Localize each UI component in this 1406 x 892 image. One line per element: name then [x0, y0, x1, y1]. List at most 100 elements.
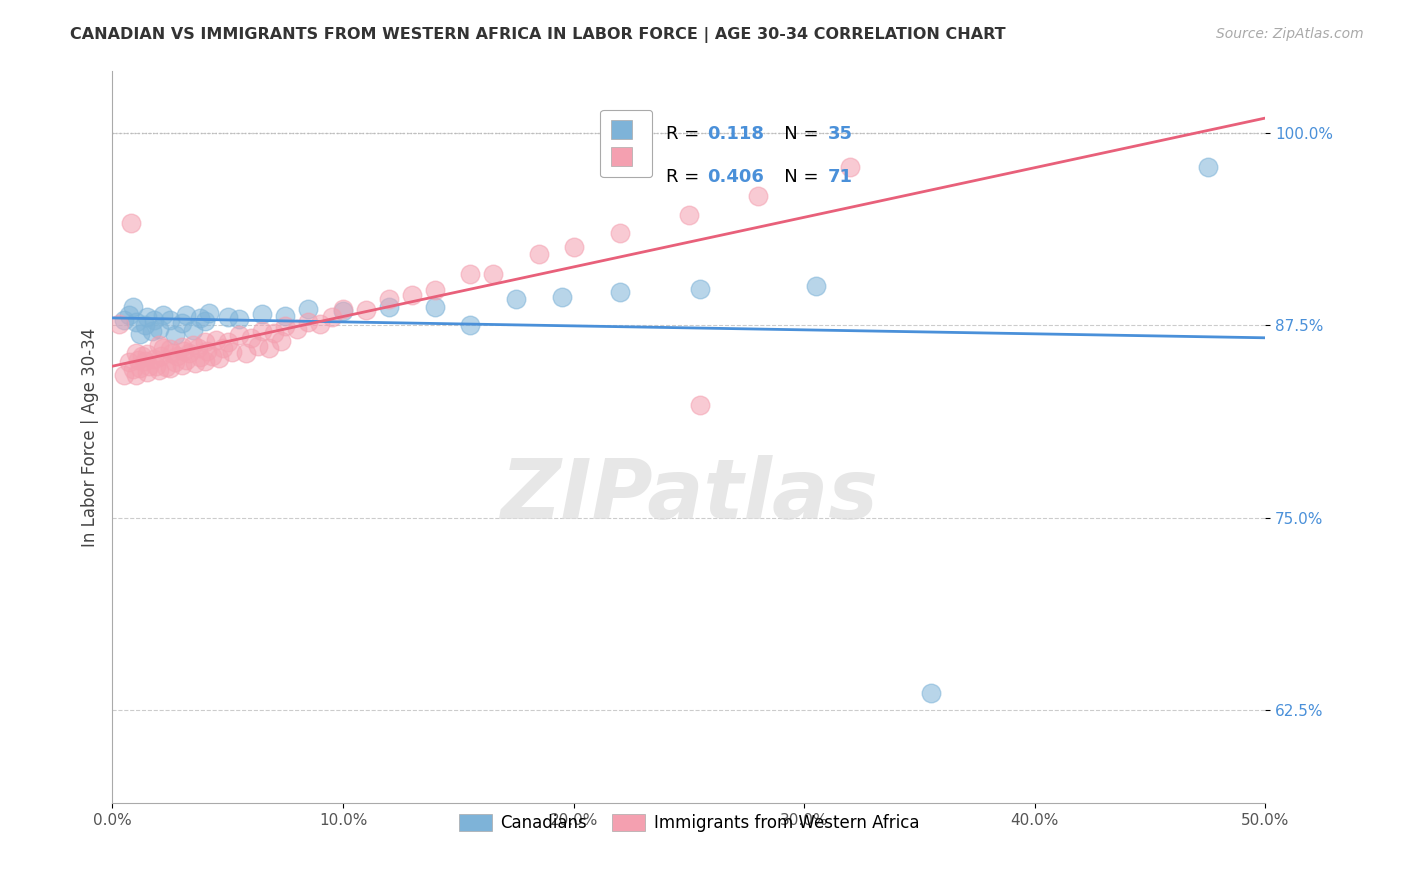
Point [124, 368, 146, 382]
Point [1197, 161, 1219, 175]
Point [205, 333, 228, 347]
Point [149, 349, 172, 363]
Point [134, 318, 156, 332]
Point [136, 347, 159, 361]
Point [689, 281, 711, 295]
Point [152, 341, 174, 355]
Text: R =: R = [666, 125, 704, 143]
Point [212, 341, 235, 355]
Point [162, 346, 184, 360]
Point [285, 321, 308, 335]
Text: N =: N = [768, 169, 824, 186]
Point [120, 216, 142, 230]
Point [274, 309, 297, 323]
Point [263, 326, 285, 340]
Point [108, 317, 131, 331]
Point [134, 353, 156, 368]
Text: 71: 71 [828, 169, 853, 186]
Point [127, 353, 149, 368]
Point [184, 356, 207, 370]
Point [378, 300, 401, 314]
Point [143, 312, 166, 326]
Point [117, 355, 139, 369]
Point [122, 362, 145, 376]
Point [609, 285, 631, 299]
Point [678, 208, 700, 222]
Point [170, 359, 193, 373]
Text: ZIPatlas: ZIPatlas [501, 455, 877, 536]
Point [221, 345, 243, 359]
Point [177, 346, 200, 360]
Point [173, 344, 195, 359]
Point [129, 327, 152, 342]
Point [148, 363, 170, 377]
Point [354, 303, 377, 318]
Point [163, 328, 186, 343]
Point [143, 351, 166, 366]
Point [309, 317, 332, 331]
Text: 0.406: 0.406 [707, 169, 763, 186]
Point [166, 349, 188, 363]
Point [839, 160, 862, 174]
Point [425, 300, 447, 314]
Point [198, 306, 221, 320]
Point [689, 398, 711, 412]
Point [159, 343, 181, 357]
Point [152, 308, 174, 322]
Point [425, 283, 447, 297]
Point [804, 279, 827, 293]
Point [239, 331, 262, 345]
Point [159, 313, 181, 327]
Point [124, 346, 146, 360]
Point [187, 342, 209, 356]
Point [201, 350, 224, 364]
Point [195, 344, 218, 359]
Point [527, 247, 550, 261]
Point [458, 267, 481, 281]
Text: Source: ZipAtlas.com: Source: ZipAtlas.com [1216, 27, 1364, 41]
Point [138, 359, 160, 373]
Y-axis label: In Labor Force | Age 30-34: In Labor Force | Age 30-34 [80, 327, 98, 547]
Point [148, 322, 170, 336]
Point [217, 310, 239, 324]
Point [188, 350, 211, 364]
Point [112, 368, 135, 383]
Point [129, 360, 152, 375]
Point [174, 353, 197, 368]
Point [170, 340, 193, 354]
Point [145, 359, 167, 373]
Point [270, 334, 292, 348]
Point [217, 335, 239, 350]
Point [124, 315, 146, 329]
Text: CANADIAN VS IMMIGRANTS FROM WESTERN AFRICA IN LABOR FORCE | AGE 30-34 CORRELATIO: CANADIAN VS IMMIGRANTS FROM WESTERN AFRI… [70, 27, 1005, 43]
Point [228, 312, 250, 326]
Point [148, 338, 170, 352]
Point [252, 308, 274, 322]
Point [228, 328, 250, 343]
Point [136, 310, 159, 325]
Point [920, 686, 942, 700]
Point [332, 304, 354, 318]
Point [194, 314, 217, 328]
Point [401, 287, 423, 301]
Point [235, 345, 257, 359]
Legend: Canadians, Immigrants from Western Africa: Canadians, Immigrants from Western Afric… [451, 807, 927, 838]
Point [136, 365, 159, 379]
Point [181, 337, 204, 351]
Point [274, 319, 297, 334]
Text: R =: R = [666, 169, 704, 186]
Point [246, 338, 269, 352]
Point [562, 240, 585, 254]
Point [505, 292, 527, 306]
Text: N =: N = [768, 125, 825, 143]
Point [188, 311, 211, 326]
Point [332, 301, 354, 316]
Point [174, 308, 197, 322]
Point [117, 308, 139, 322]
Point [297, 315, 319, 329]
Point [207, 351, 229, 365]
Point [378, 292, 401, 306]
Point [181, 323, 204, 337]
Point [747, 189, 769, 203]
Point [163, 355, 186, 369]
